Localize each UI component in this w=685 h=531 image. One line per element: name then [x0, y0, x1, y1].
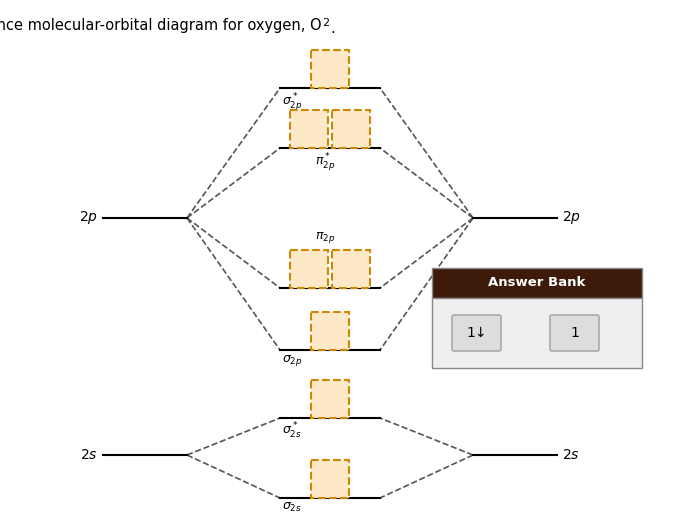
Text: $\sigma^*_{2s}$: $\sigma^*_{2s}$: [282, 421, 302, 441]
Text: $2p$: $2p$: [79, 210, 98, 227]
Text: $\pi_{2p}$: $\pi_{2p}$: [315, 230, 335, 245]
FancyBboxPatch shape: [290, 250, 328, 288]
Text: 1↓: 1↓: [466, 326, 487, 340]
Text: Answer Bank: Answer Bank: [488, 277, 586, 289]
Text: 1: 1: [570, 326, 579, 340]
Text: .: .: [330, 21, 335, 36]
Text: $\pi^*_{2p}$: $\pi^*_{2p}$: [315, 151, 335, 173]
FancyBboxPatch shape: [311, 312, 349, 350]
Text: $\sigma^*_{2p}$: $\sigma^*_{2p}$: [282, 91, 303, 113]
Text: $\sigma_{2p}$: $\sigma_{2p}$: [282, 353, 303, 368]
FancyBboxPatch shape: [452, 315, 501, 351]
FancyBboxPatch shape: [311, 380, 349, 418]
Text: $2s$: $2s$: [80, 448, 98, 462]
FancyBboxPatch shape: [311, 50, 349, 88]
Bar: [432, 268, 642, 298]
Text: $2p$: $2p$: [562, 210, 581, 227]
FancyBboxPatch shape: [290, 110, 328, 148]
FancyBboxPatch shape: [332, 250, 370, 288]
Text: 2: 2: [322, 18, 329, 28]
Text: Complete the valence molecular-orbital diagram for oxygen, O: Complete the valence molecular-orbital d…: [0, 18, 322, 33]
Bar: [432, 298, 642, 368]
Text: $2s$: $2s$: [562, 448, 580, 462]
FancyBboxPatch shape: [550, 315, 599, 351]
Text: $\sigma_{2s}$: $\sigma_{2s}$: [282, 501, 302, 514]
FancyBboxPatch shape: [311, 460, 349, 498]
FancyBboxPatch shape: [332, 110, 370, 148]
